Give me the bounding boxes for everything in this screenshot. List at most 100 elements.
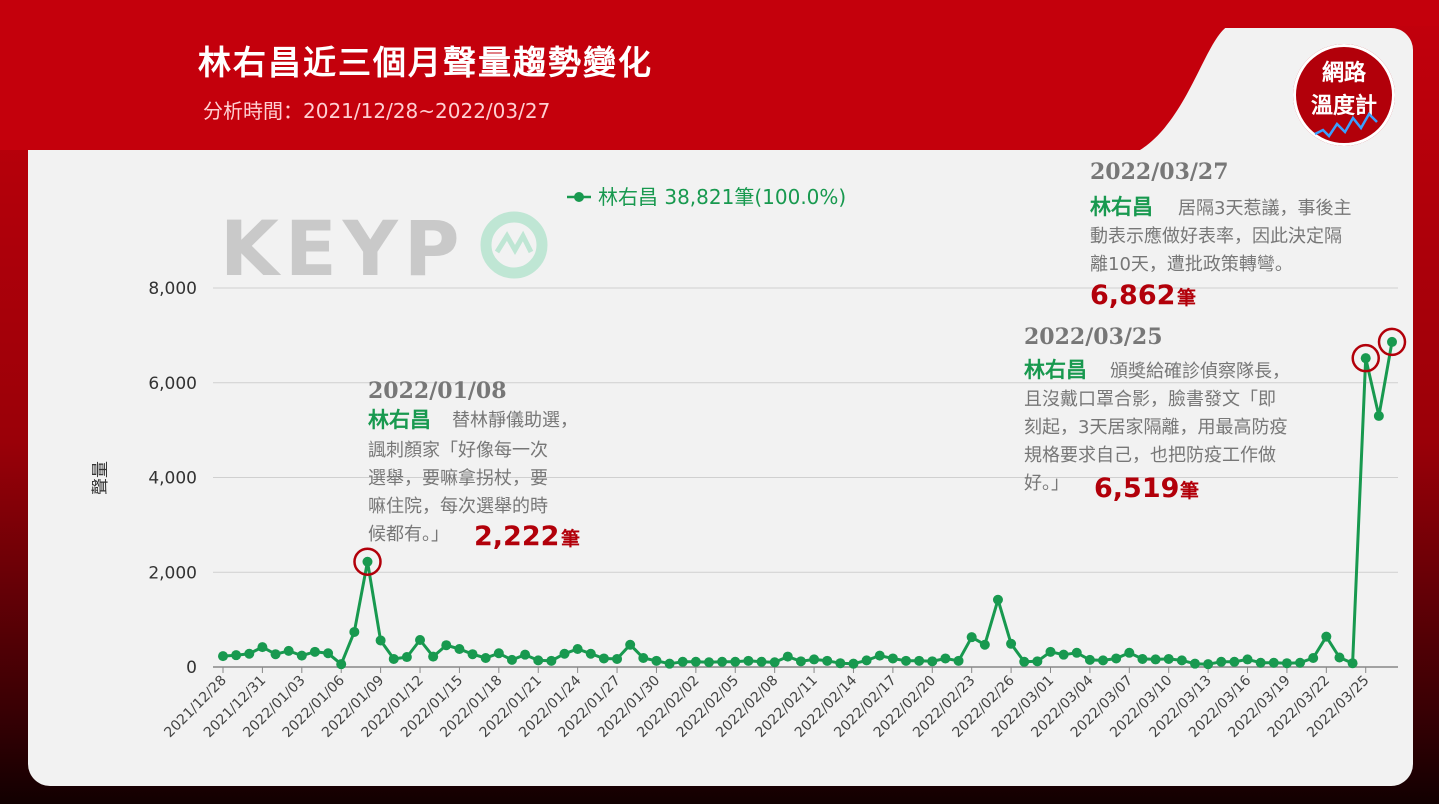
data-point	[1255, 657, 1266, 668]
data-point	[1229, 656, 1240, 667]
data-point	[520, 649, 531, 660]
x-axis-ticks: 2021/12/282021/12/312022/01/032022/01/06…	[161, 667, 1373, 741]
data-point	[218, 651, 228, 662]
data-point	[953, 655, 964, 666]
annotation-line: 動表示應做好表率，因此決定隔	[1090, 225, 1342, 247]
data-point	[480, 652, 491, 663]
data-point	[625, 639, 636, 650]
annotation-line: 選舉，要嘛拿拐杖，要	[368, 467, 548, 489]
data-point	[730, 656, 741, 667]
data-point	[690, 656, 701, 667]
data-point	[1084, 654, 1095, 665]
brand-logo: 網路 溫度計	[1293, 44, 1395, 146]
logo-line-1: 網路	[1321, 61, 1366, 86]
data-point	[966, 632, 977, 643]
annotation-unit: 筆	[1180, 479, 1199, 502]
annotation-value: 2,222	[474, 521, 559, 552]
data-point	[1176, 655, 1187, 666]
data-point	[1268, 657, 1279, 668]
annotation-0325: 2022/03/25 林右昌 頒獎給確診偵察隊長， 且沒戴口罩合影，臉書發文「即…	[1024, 324, 1290, 504]
data-point	[257, 642, 268, 653]
data-point	[677, 656, 688, 667]
data-point	[756, 656, 767, 667]
data-point	[428, 651, 439, 662]
annotation-line: 離10天，遭批政策轉彎。	[1090, 254, 1293, 275]
data-point	[664, 658, 675, 669]
annotation-value: 6,862	[1090, 280, 1175, 311]
data-point	[861, 655, 872, 666]
data-point	[533, 655, 544, 666]
annotation-line: 替林靜儀助選，	[452, 410, 578, 431]
data-point	[493, 648, 504, 659]
annotation-name: 林右昌	[368, 408, 431, 432]
data-point	[336, 659, 347, 670]
y-tick-label: 2,000	[148, 563, 197, 583]
annotation-line: 刻起，3天居家隔離，用最高防疫	[1024, 417, 1287, 438]
data-point	[1387, 336, 1397, 347]
y-axis-ticks: 0 2,000 4,000 6,000 8,000	[148, 279, 197, 678]
data-point	[914, 655, 925, 666]
annotation-line: 候都有。」	[368, 524, 449, 545]
highlight-circle	[1377, 327, 1407, 357]
data-point	[782, 651, 793, 662]
data-point	[231, 650, 242, 661]
data-point	[651, 655, 662, 666]
page-subtitle: 分析時間：2021/12/28~2022/03/27	[203, 99, 551, 123]
data-point	[1216, 656, 1227, 667]
data-point	[1137, 653, 1148, 664]
data-point	[559, 648, 570, 659]
data-point	[612, 653, 623, 664]
data-point	[743, 655, 754, 666]
data-point	[375, 635, 386, 646]
data-point	[244, 648, 255, 659]
annotation-date: 2022/01/08	[368, 378, 507, 404]
highlight-circle	[353, 547, 382, 576]
y-tick-label: 0	[186, 658, 197, 678]
annotation-date: 2022/03/27	[1090, 159, 1229, 185]
data-point	[1045, 646, 1056, 657]
data-point	[940, 653, 951, 664]
data-point	[1242, 654, 1253, 665]
y-tick-label: 8,000	[148, 279, 197, 299]
data-point	[1347, 658, 1358, 669]
data-point	[546, 655, 557, 666]
data-point	[848, 658, 859, 669]
annotation-line: 規格要求自己，也把防疫工作做	[1024, 445, 1276, 466]
annotation-name: 林右昌	[1024, 358, 1087, 382]
data-point	[1360, 353, 1371, 364]
data-point	[1150, 654, 1161, 665]
data-point	[809, 654, 820, 665]
data-point	[901, 655, 912, 666]
data-point	[349, 626, 360, 637]
annotation-value: 6,519	[1094, 473, 1179, 504]
data-point	[401, 652, 412, 663]
annotation-line: 頒獎給確診偵察隊長，	[1110, 361, 1290, 382]
data-point	[638, 652, 649, 663]
data-point	[1281, 658, 1292, 669]
annotation-line: 好。」	[1024, 473, 1069, 494]
data-point	[388, 653, 399, 664]
data-point	[441, 640, 452, 651]
data-point	[1189, 658, 1200, 669]
y-tick-label: 4,000	[148, 469, 197, 489]
watermark-o-icon	[480, 211, 548, 279]
legend-label: 林右昌 38,821筆(100.0%)	[598, 185, 846, 209]
annotation-line: 諷刺顏家「好像每一次	[368, 440, 548, 461]
watermark: KEYP	[220, 204, 548, 293]
data-point	[1124, 647, 1135, 658]
data-point	[1203, 659, 1214, 670]
annotation-line: 且沒戴口罩合影，臉書發文「即	[1024, 389, 1276, 410]
data-point	[1163, 653, 1174, 664]
data-point	[415, 634, 426, 645]
data-point	[1373, 410, 1384, 421]
header-band	[0, 0, 1439, 150]
data-point	[270, 649, 281, 660]
data-point	[979, 639, 990, 650]
data-point	[769, 657, 780, 668]
data-point	[362, 556, 373, 567]
data-point	[454, 643, 465, 654]
data-point	[1308, 652, 1319, 663]
watermark-text: KEYP	[220, 204, 466, 293]
data-point	[887, 653, 898, 664]
data-point	[874, 650, 885, 661]
